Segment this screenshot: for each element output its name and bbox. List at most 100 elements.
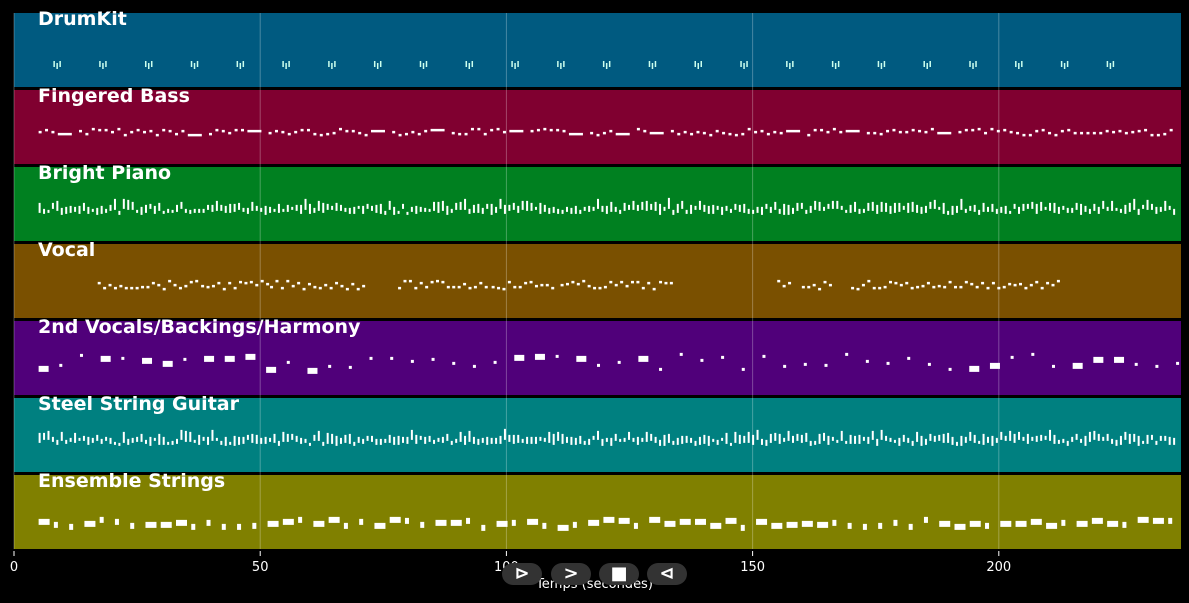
note	[964, 128, 968, 132]
note	[924, 438, 927, 445]
note	[649, 516, 661, 523]
note	[652, 287, 656, 291]
note	[130, 522, 135, 529]
note	[539, 436, 542, 441]
note	[140, 206, 143, 215]
note	[792, 435, 794, 443]
note	[282, 61, 284, 67]
note	[1163, 132, 1167, 136]
note	[1010, 355, 1014, 359]
note	[570, 207, 573, 214]
note	[1106, 433, 1109, 441]
note	[105, 208, 108, 213]
note	[823, 432, 826, 441]
note	[697, 63, 700, 69]
note	[322, 441, 325, 446]
note	[632, 200, 635, 210]
note	[918, 129, 922, 133]
note	[264, 205, 267, 215]
note	[703, 434, 706, 444]
note	[113, 286, 117, 290]
note	[463, 282, 467, 286]
note	[56, 439, 59, 445]
note	[1044, 206, 1047, 210]
note	[366, 203, 369, 209]
play-button[interactable]: ⊳	[502, 563, 542, 585]
note	[820, 128, 824, 132]
note	[1093, 430, 1096, 440]
stop-button[interactable]: ■	[599, 563, 639, 585]
note	[208, 132, 212, 136]
note	[313, 520, 325, 527]
note	[187, 133, 202, 137]
note	[176, 438, 179, 444]
note	[792, 61, 794, 67]
note	[233, 203, 236, 212]
note	[1000, 431, 1003, 440]
note	[300, 204, 303, 214]
note	[725, 517, 737, 524]
note	[907, 437, 910, 443]
note	[326, 132, 330, 136]
note	[1029, 283, 1033, 287]
note	[302, 287, 306, 291]
note	[1051, 364, 1055, 368]
note	[496, 520, 508, 527]
note	[246, 434, 249, 440]
note	[681, 435, 684, 444]
note	[270, 285, 274, 289]
note	[1122, 521, 1127, 528]
note	[317, 430, 320, 441]
note	[645, 431, 648, 442]
note	[588, 438, 591, 445]
note	[388, 434, 391, 443]
note	[100, 438, 103, 444]
note	[565, 436, 568, 443]
note	[122, 198, 125, 209]
note	[738, 434, 741, 444]
note	[552, 206, 555, 213]
note	[481, 437, 484, 443]
note	[397, 435, 400, 445]
note	[167, 208, 170, 213]
note	[1022, 203, 1025, 211]
note	[1159, 435, 1162, 441]
note	[1142, 440, 1145, 444]
note	[543, 437, 546, 442]
note	[592, 206, 595, 211]
note	[1022, 436, 1025, 441]
note	[1112, 130, 1116, 134]
note	[592, 435, 595, 440]
note	[898, 202, 901, 212]
note	[1097, 206, 1100, 214]
note	[343, 522, 348, 529]
note	[614, 283, 618, 287]
note	[468, 430, 471, 442]
back-button[interactable]: ⊲	[647, 563, 687, 585]
note	[518, 285, 522, 289]
note	[628, 204, 631, 210]
note	[1156, 133, 1160, 137]
note	[491, 285, 495, 289]
note	[419, 435, 422, 440]
note	[973, 204, 976, 212]
note	[570, 436, 573, 445]
note	[899, 283, 903, 287]
note	[1061, 519, 1066, 526]
note	[151, 281, 155, 285]
note	[969, 365, 980, 372]
note	[832, 519, 837, 526]
note	[792, 207, 794, 214]
note	[105, 61, 107, 67]
note	[266, 282, 270, 286]
note	[663, 434, 666, 446]
forward-button[interactable]: >	[551, 563, 591, 585]
note	[162, 128, 166, 132]
note	[269, 437, 272, 442]
note	[211, 429, 214, 441]
note	[1057, 439, 1060, 444]
note	[288, 61, 290, 67]
note	[978, 440, 981, 444]
note	[823, 280, 827, 284]
note	[845, 209, 848, 213]
